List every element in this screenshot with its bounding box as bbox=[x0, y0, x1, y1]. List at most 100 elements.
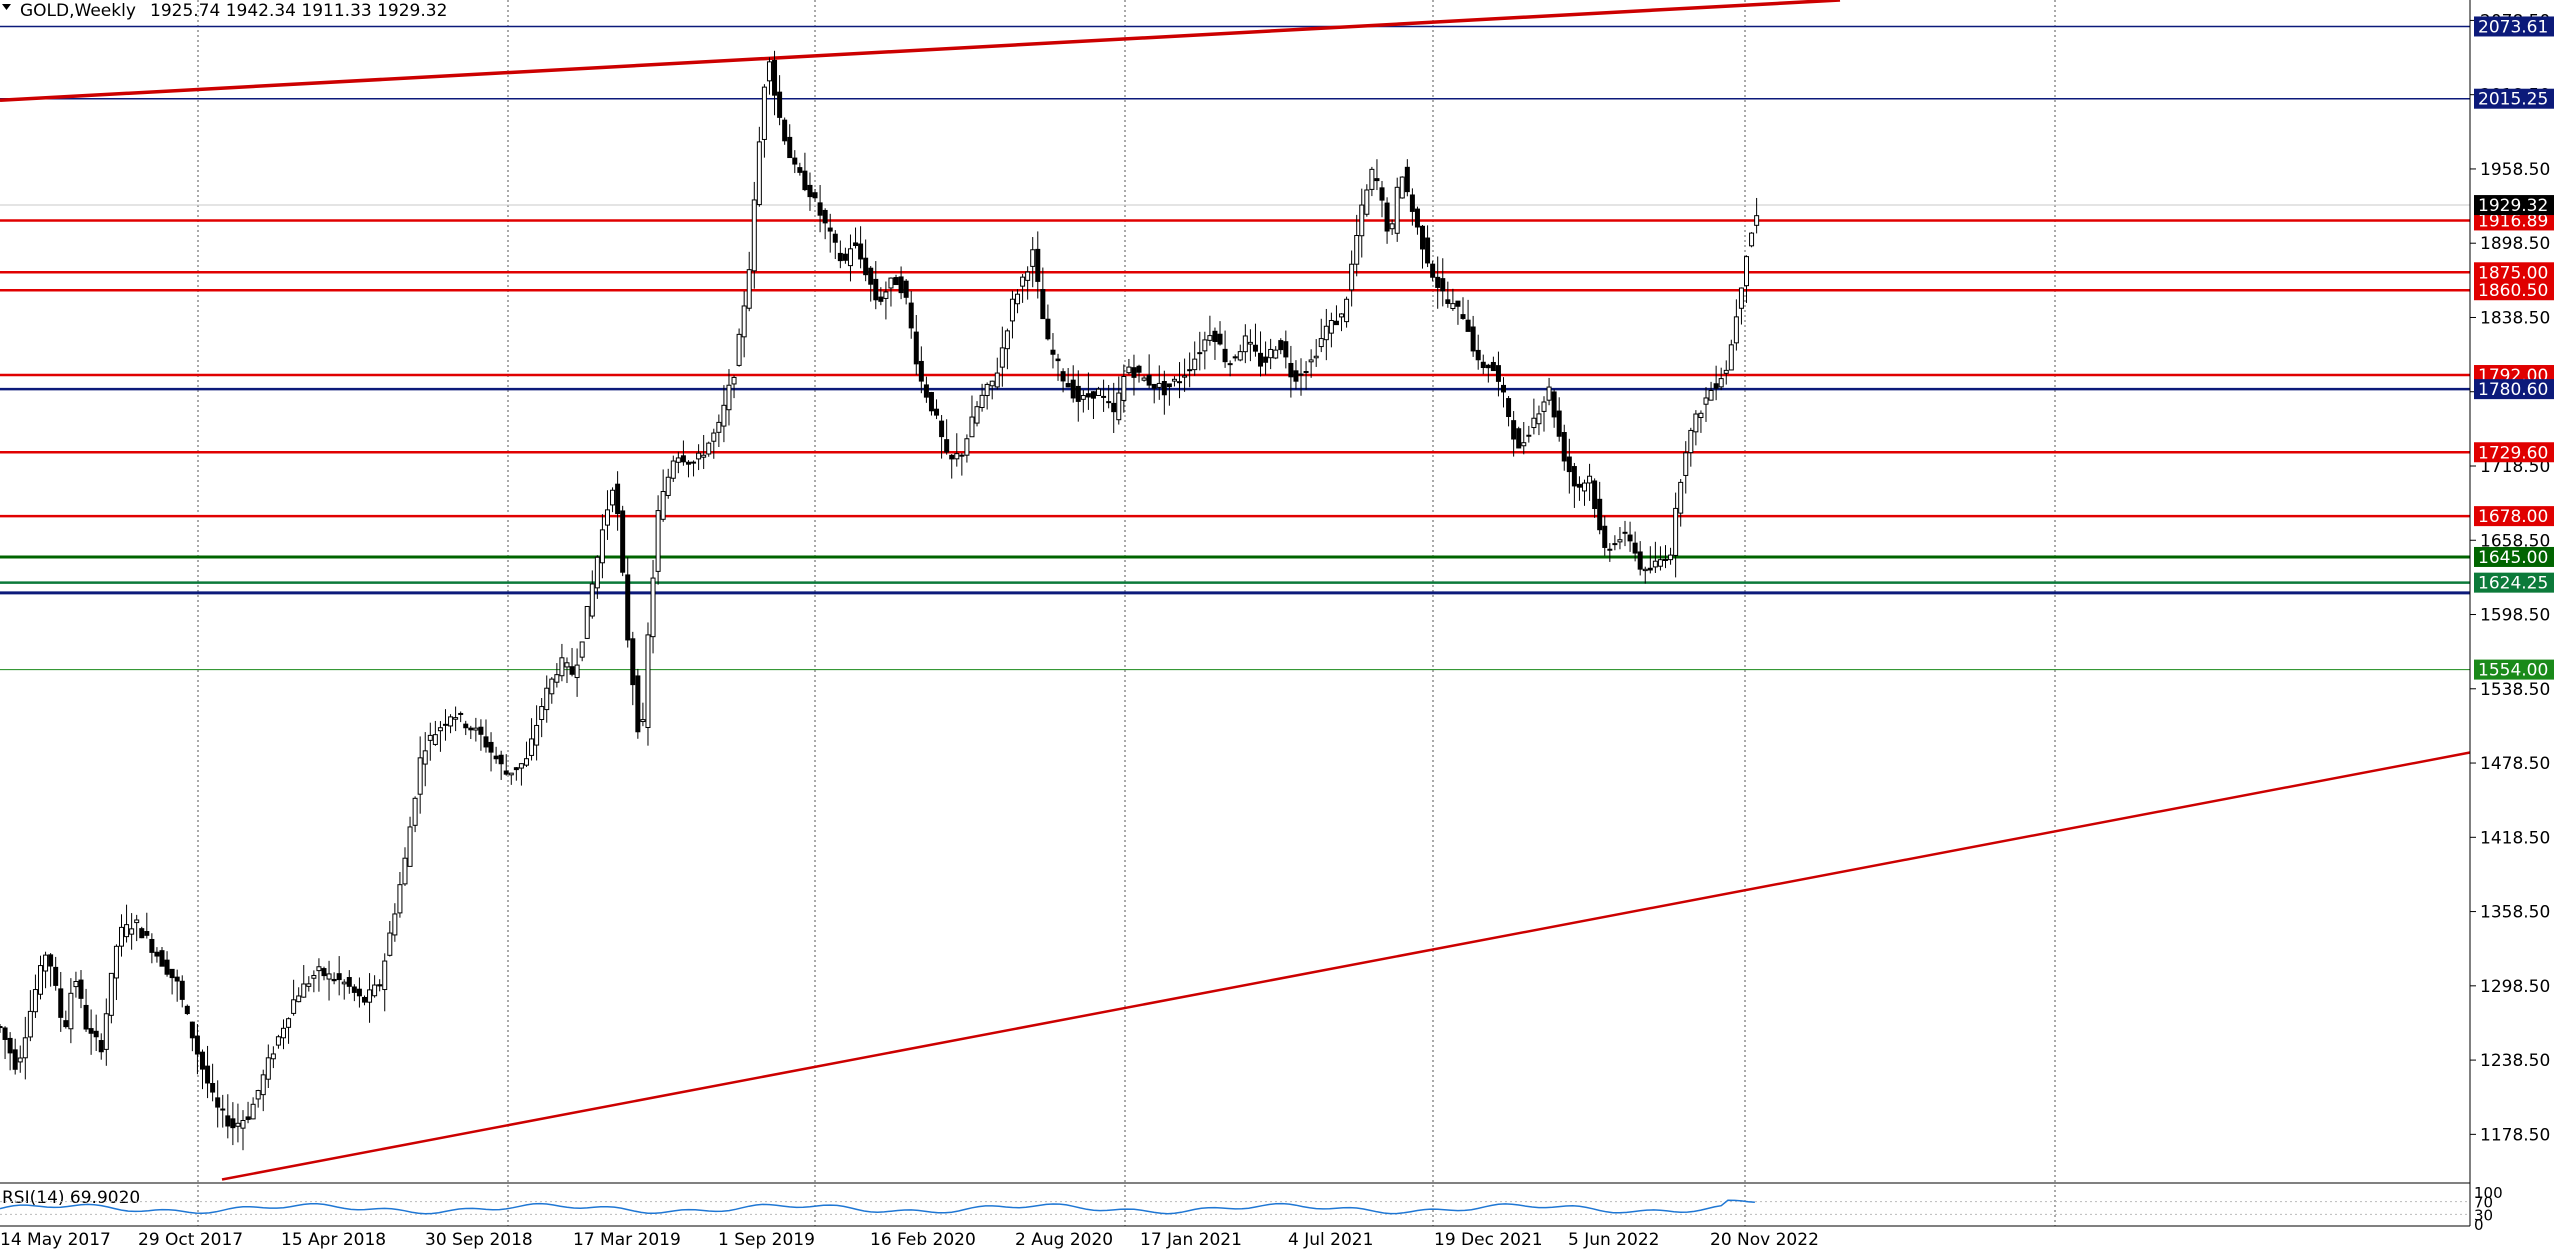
candle-body bbox=[1718, 378, 1724, 388]
candle-body bbox=[1495, 365, 1501, 382]
candle-body bbox=[802, 170, 808, 191]
candle-body bbox=[73, 980, 79, 988]
candle-body bbox=[260, 1074, 266, 1096]
candle-body bbox=[280, 1027, 286, 1039]
candle-body bbox=[792, 157, 798, 165]
candle-body bbox=[549, 678, 555, 695]
rsi-label: RSI(14) 69.9020 bbox=[2, 1188, 140, 1208]
candle-body bbox=[1131, 367, 1137, 378]
candle-body bbox=[1617, 539, 1623, 543]
candle-body bbox=[766, 61, 772, 82]
candle-body bbox=[650, 577, 656, 638]
candle-body bbox=[448, 716, 454, 727]
candle-body bbox=[949, 454, 955, 460]
candle-body bbox=[913, 331, 919, 365]
candle-body bbox=[1035, 248, 1041, 282]
candle-body bbox=[498, 754, 504, 765]
candle-body bbox=[7, 1037, 13, 1054]
candle-body bbox=[1207, 335, 1213, 341]
candle-body bbox=[640, 719, 646, 723]
candle-body bbox=[523, 758, 529, 766]
candle-body bbox=[908, 302, 914, 329]
candle-body bbox=[1040, 289, 1046, 320]
candle-body bbox=[144, 931, 150, 936]
candle-body bbox=[1030, 249, 1036, 267]
candle-body bbox=[1339, 313, 1345, 318]
candle-body bbox=[367, 989, 373, 1003]
candle-body bbox=[534, 724, 540, 746]
candle-body bbox=[691, 461, 697, 464]
candle-body bbox=[1101, 395, 1107, 398]
candle-body bbox=[1156, 382, 1162, 388]
candle-body bbox=[620, 510, 626, 573]
candle-body bbox=[1723, 369, 1729, 374]
chevron-down-icon[interactable] bbox=[2, 4, 11, 10]
candle-body bbox=[625, 574, 631, 641]
candle-body bbox=[1738, 287, 1744, 309]
candle-body bbox=[473, 727, 479, 731]
y-tick-label: 1958.50 bbox=[2480, 160, 2550, 180]
trendline-lower-channel[interactable] bbox=[221, 751, 2471, 1181]
candle-body bbox=[483, 736, 489, 748]
candle-body bbox=[336, 973, 342, 981]
candle-body bbox=[1652, 560, 1658, 568]
candle-body bbox=[1283, 341, 1289, 358]
y-tick-label: 1178.50 bbox=[2480, 1125, 2550, 1145]
rsi-line bbox=[0, 1199, 1755, 1215]
candle-body bbox=[670, 460, 676, 479]
candle-body bbox=[979, 394, 985, 408]
candle-body bbox=[1004, 330, 1010, 350]
candle-body bbox=[458, 712, 464, 715]
candle-body bbox=[199, 1051, 205, 1070]
candle-body bbox=[361, 996, 367, 1003]
candle-body bbox=[1414, 208, 1420, 228]
candle-body bbox=[928, 392, 934, 412]
candle-body bbox=[893, 277, 899, 286]
candle-body bbox=[53, 966, 59, 986]
candle-body bbox=[1521, 442, 1527, 447]
candle-body bbox=[108, 972, 114, 1016]
level-price-label: 2015.25 bbox=[2478, 90, 2548, 110]
candle-body bbox=[291, 999, 297, 1014]
y-tick-label: 1538.50 bbox=[2480, 680, 2550, 700]
candle-body bbox=[1404, 166, 1410, 193]
candle-body bbox=[761, 86, 767, 140]
candle-body bbox=[513, 767, 519, 771]
y-tick-label: 1298.50 bbox=[2480, 977, 2550, 997]
level-price-tag bbox=[2474, 280, 2554, 301]
candle-body bbox=[432, 734, 438, 745]
candle-body bbox=[974, 406, 980, 424]
candle-body bbox=[1531, 417, 1537, 429]
level-price-label: 1729.60 bbox=[2478, 443, 2548, 463]
candle-body bbox=[1425, 237, 1431, 264]
candle-body bbox=[554, 674, 560, 683]
rsi-axis-label: 70 bbox=[2474, 1194, 2493, 1212]
candle-body bbox=[1708, 389, 1714, 401]
candle-body bbox=[382, 960, 388, 991]
candle-body bbox=[1242, 335, 1248, 353]
candle-body bbox=[1546, 386, 1552, 401]
level-price-label: 1678.00 bbox=[2478, 507, 2548, 527]
candle-body bbox=[696, 452, 702, 460]
candle-body bbox=[1065, 383, 1071, 388]
candle-body bbox=[503, 770, 509, 775]
candle-body bbox=[853, 242, 859, 246]
candle-body bbox=[1333, 320, 1339, 326]
level-price-label: 1554.00 bbox=[2478, 661, 2548, 681]
candle-body bbox=[78, 979, 84, 999]
y-tick-label: 1838.50 bbox=[2480, 308, 2550, 328]
rsi-axis-label: 0 bbox=[2474, 1216, 2484, 1234]
candle-body bbox=[1663, 558, 1669, 562]
candle-body bbox=[88, 1028, 94, 1034]
candle-body bbox=[189, 1021, 195, 1039]
y-tick-label: 1598.50 bbox=[2480, 606, 2550, 626]
candle-body bbox=[564, 662, 570, 668]
candle-body bbox=[1237, 351, 1243, 361]
trendline-upper-channel[interactable] bbox=[0, 0, 1841, 103]
candle-body bbox=[164, 959, 170, 975]
candle-body bbox=[1354, 235, 1360, 265]
candle-body bbox=[12, 1049, 18, 1070]
candle-body bbox=[1597, 498, 1603, 531]
x-tick-label: 4 Jul 2021 bbox=[1288, 1230, 1373, 1250]
